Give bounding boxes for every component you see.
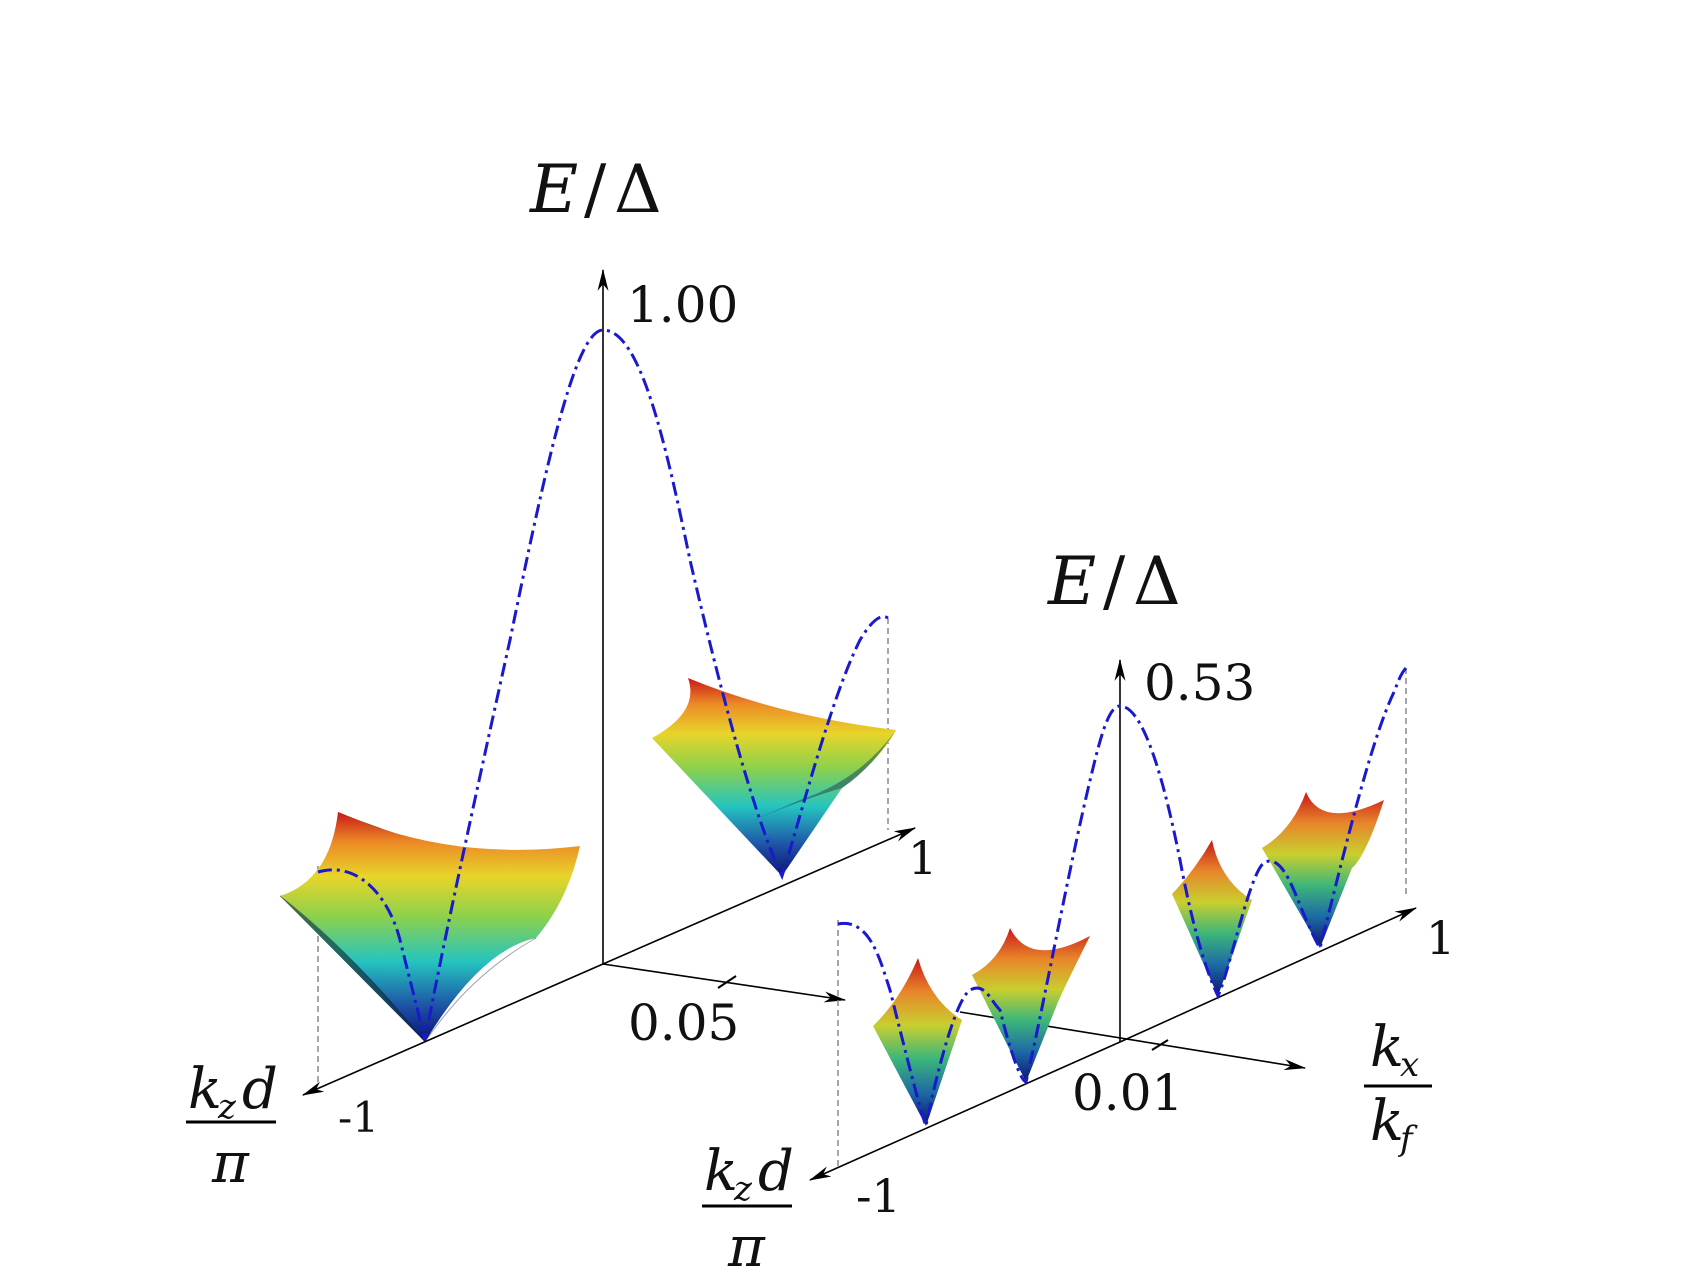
left-kz-axis-label: k z d π — [186, 1057, 278, 1196]
svg-text:d: d — [758, 1139, 794, 1204]
svg-text:k: k — [1370, 1089, 1404, 1154]
left-kz-axis — [301, 963, 604, 1096]
svg-text:z: z — [733, 1169, 753, 1209]
left-E-label: E — [529, 151, 578, 228]
svg-text:k: k — [704, 1139, 738, 1204]
left-kx-tick-mark — [717, 975, 737, 989]
right-E-label: E — [1047, 543, 1096, 620]
svg-text:x: x — [1400, 1045, 1419, 1085]
left-kx-tick-label: 0.05 — [628, 994, 739, 1052]
left-surface-2 — [652, 678, 896, 876]
left-E-delta: Δ — [614, 151, 662, 228]
right-surface-2 — [972, 928, 1090, 1082]
svg-text:k: k — [188, 1057, 222, 1122]
right-kx-tick-mark — [1151, 1039, 1169, 1051]
svg-text:k: k — [1370, 1015, 1404, 1080]
right-E-delta: Δ — [1133, 543, 1181, 620]
left-panel: E / Δ 1.00 0.05 -1 1 k z d π — [186, 151, 937, 1196]
svg-text:f: f — [1397, 1119, 1418, 1159]
right-kz-axis-pos — [1119, 907, 1418, 1043]
right-kz-axis — [808, 1041, 1121, 1181]
right-E-max-label: 0.53 — [1144, 654, 1255, 712]
right-envelope-curve — [837, 666, 1408, 1132]
right-surface-4 — [1262, 792, 1384, 948]
right-surface-3 — [1172, 840, 1252, 996]
left-E-max-label: 1.00 — [627, 276, 738, 334]
left-envelope-curve — [317, 328, 889, 1041]
right-kz-axis-label: k z d π — [702, 1139, 794, 1280]
right-kz-max-label: 1 — [1426, 911, 1455, 965]
left-E-slash: / — [584, 151, 607, 228]
right-panel: E / Δ 0.53 0.01 -1 1 k z d π k x k f — [702, 543, 1455, 1280]
svg-text:π: π — [211, 1131, 250, 1196]
right-kz-min-label: -1 — [856, 1169, 901, 1223]
right-kx-tick-label: 0.01 — [1072, 1064, 1183, 1122]
right-kx-axis-label: k x k f — [1364, 1015, 1432, 1159]
svg-text:d: d — [242, 1057, 278, 1122]
left-kx-axis — [602, 963, 847, 1003]
right-surface-1 — [873, 958, 962, 1126]
right-E-slash: / — [1103, 543, 1126, 620]
svg-text:π: π — [727, 1215, 766, 1280]
left-kz-max-label: 1 — [908, 831, 937, 885]
left-kz-min-label: -1 — [338, 1093, 379, 1142]
svg-text:z: z — [217, 1087, 237, 1127]
left-surface-1 — [279, 812, 580, 1043]
left-kz-axis-pos — [602, 827, 917, 965]
